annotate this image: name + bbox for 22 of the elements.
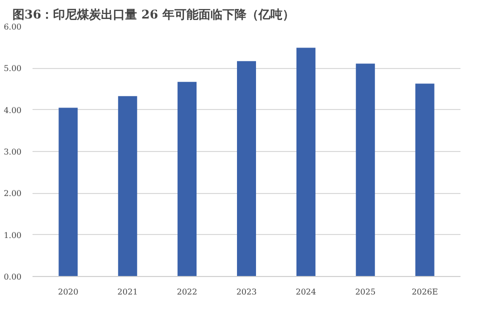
bar — [58, 108, 78, 276]
chart-title: 图36：印尼煤炭出口量 26 年可能面临下降（亿吨） — [12, 8, 294, 22]
y-tick-label: 5.00 — [4, 64, 22, 74]
y-tick-label: 2.00 — [4, 189, 22, 198]
bar — [356, 64, 375, 276]
x-tick-label: 2024 — [296, 288, 316, 296]
x-tick-label: 2026E — [412, 288, 438, 296]
y-tick-label: 6.00 — [4, 22, 22, 32]
bar — [296, 48, 316, 276]
bar — [415, 84, 434, 276]
y-tick-label: 1.00 — [4, 230, 22, 240]
x-tick-label: 2022 — [176, 288, 198, 296]
bar — [178, 82, 197, 276]
bar — [236, 61, 256, 276]
x-tick-label: 2023 — [236, 288, 257, 296]
y-tick-label: 4.00 — [4, 106, 22, 115]
x-tick-label: 2021 — [117, 288, 138, 296]
x-tick-label: 2020 — [58, 288, 78, 296]
y-tick-label: 3.00 — [4, 148, 22, 156]
bar — [118, 96, 138, 276]
x-tick-label: 2025 — [355, 288, 376, 296]
y-tick-label: 0.00 — [4, 272, 22, 282]
